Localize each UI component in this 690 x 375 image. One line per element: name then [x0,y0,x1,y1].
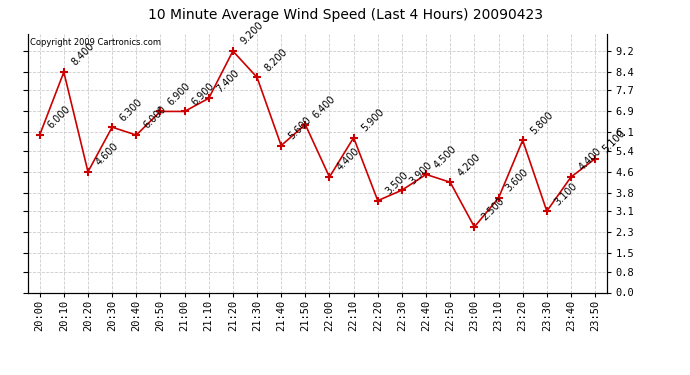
Text: 2.500: 2.500 [480,196,506,223]
Text: 4.400: 4.400 [335,146,362,173]
Text: 6.900: 6.900 [166,81,193,107]
Text: 6.400: 6.400 [311,94,337,120]
Text: 6.000: 6.000 [46,104,72,131]
Text: 6.300: 6.300 [118,96,144,123]
Text: 4.600: 4.600 [94,141,120,168]
Text: 10 Minute Average Wind Speed (Last 4 Hours) 20090423: 10 Minute Average Wind Speed (Last 4 Hou… [148,8,542,21]
Text: 8.400: 8.400 [70,41,96,68]
Text: Copyright 2009 Cartronics.com: Copyright 2009 Cartronics.com [30,38,161,46]
Text: 6.000: 6.000 [142,104,168,131]
Text: 3.500: 3.500 [384,170,410,196]
Text: 6.900: 6.900 [190,81,217,107]
Text: 7.400: 7.400 [215,68,241,94]
Text: 3.900: 3.900 [408,159,434,186]
Text: 5.800: 5.800 [529,110,555,136]
Text: 3.100: 3.100 [553,180,579,207]
Text: 4.500: 4.500 [432,144,458,170]
Text: 4.200: 4.200 [456,152,482,178]
Text: 9.200: 9.200 [239,20,265,47]
Text: 5.900: 5.900 [359,107,386,134]
Text: 4.400: 4.400 [577,146,603,173]
Text: 8.200: 8.200 [263,46,289,73]
Text: 3.600: 3.600 [504,167,531,194]
Text: 5.100: 5.100 [601,128,627,154]
Text: 5.600: 5.600 [287,115,313,141]
